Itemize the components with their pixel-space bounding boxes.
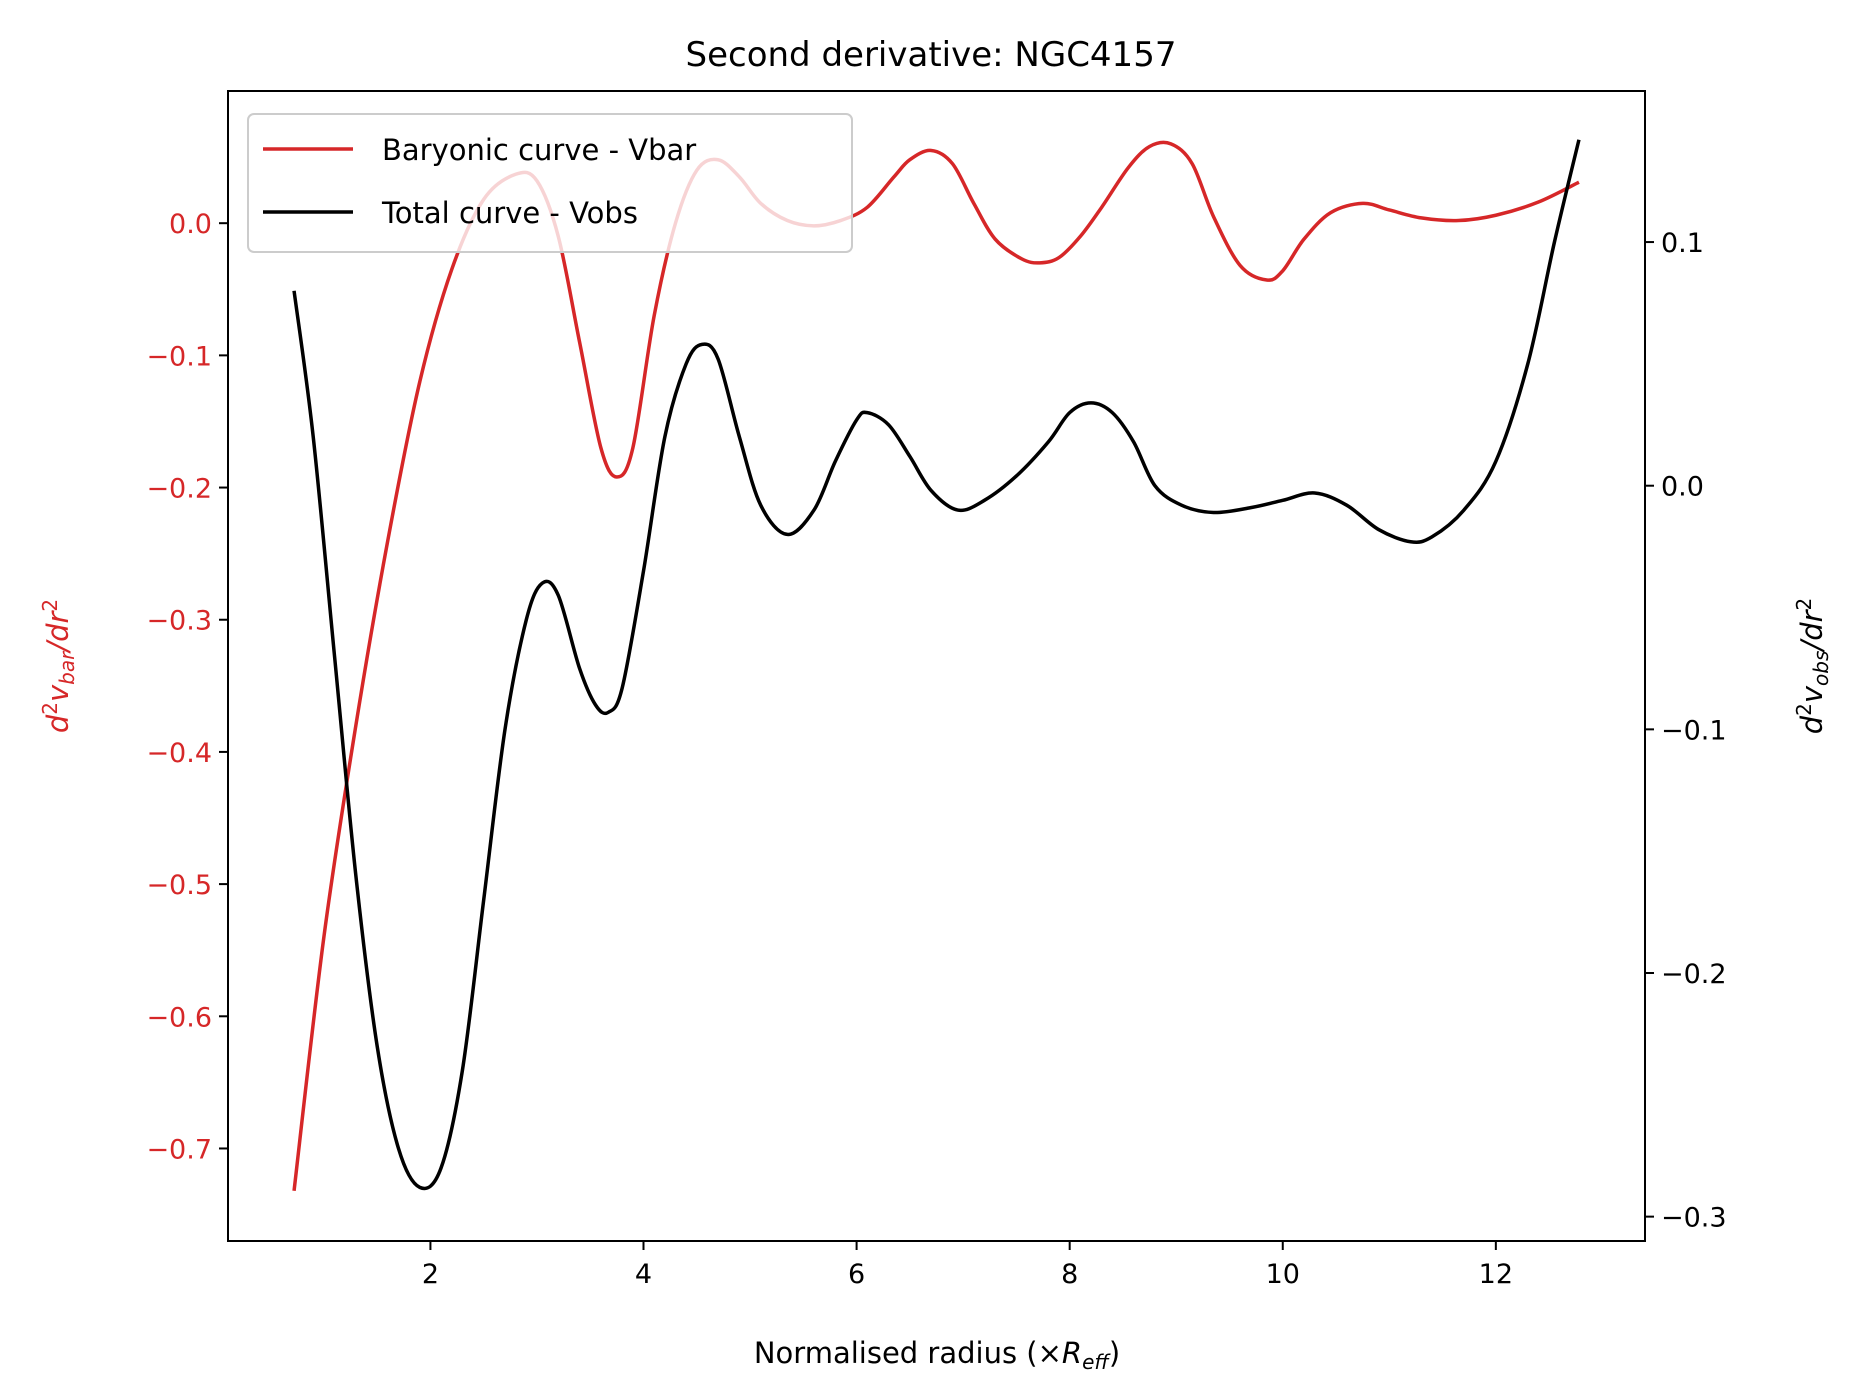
right-y-axis-title-sub: obs — [1809, 651, 1833, 686]
left-y-axis-title-d: d — [41, 714, 75, 733]
x-tick-label: 10 — [1266, 1259, 1300, 1290]
left-y-axis-title-sub: bar — [55, 650, 79, 685]
series-line-vobs — [292, 139, 1581, 1191]
left-y-axis: 0.0 −0.1 −0.2 −0.3 −0.4 −0.5 −0.6 −0.7 — [146, 209, 228, 1165]
x-axis: 2 4 6 8 10 12 — [422, 1241, 1513, 1290]
left-y-tick-label: 0.0 — [169, 209, 212, 240]
right-y-axis-title-d: d — [1795, 715, 1829, 734]
x-tick-label: 8 — [1061, 1259, 1078, 1290]
left-y-tick-label: −0.3 — [146, 606, 212, 637]
right-y-tick-label: −0.2 — [1661, 959, 1727, 990]
x-tick-label: 6 — [848, 1259, 865, 1290]
x-tick-label: 12 — [1479, 1259, 1513, 1290]
left-y-tick-label: −0.6 — [146, 1002, 212, 1033]
x-axis-title-var: R — [1062, 1336, 1082, 1370]
x-tick-label: 4 — [635, 1259, 652, 1290]
right-y-tick-label: −0.3 — [1661, 1203, 1727, 1234]
legend: Baryonic curve - Vbar Total curve - Vobs — [247, 113, 853, 253]
left-y-tick-label: −0.1 — [146, 341, 212, 372]
chart-title: Second derivative: NGC4157 — [686, 35, 1177, 75]
left-y-tick-label: −0.4 — [146, 738, 212, 769]
left-y-tick-label: −0.2 — [146, 474, 212, 505]
legend-box — [247, 113, 853, 253]
x-axis-title-main: Normalised radius (× — [754, 1336, 1062, 1370]
legend-label-vobs: Total curve - Vobs — [381, 196, 638, 230]
x-tick-label: 2 — [422, 1259, 439, 1290]
left-y-axis-title-sup1: 2 — [38, 702, 62, 715]
right-y-axis-title-rest: /dr — [1795, 608, 1829, 653]
right-y-tick-label: −0.1 — [1661, 715, 1727, 746]
right-y-tick-label: 0.0 — [1661, 472, 1704, 503]
legend-label-vbar: Baryonic curve - Vbar — [382, 133, 696, 167]
x-axis-title-close: ) — [1109, 1336, 1120, 1370]
right-y-tick-label: 0.1 — [1661, 228, 1704, 259]
plot-frame — [227, 90, 1646, 1242]
right-y-axis-title-sup1: 2 — [1792, 703, 1816, 716]
right-y-axis-title-sup2: 2 — [1792, 598, 1816, 611]
left-y-tick-label: −0.5 — [146, 870, 212, 901]
left-y-axis-title-rest: /dr — [41, 609, 75, 654]
right-y-axis-title: d2vobs/dr2 — [1792, 598, 1833, 735]
x-axis-title-sub: eff — [1082, 1350, 1111, 1374]
right-y-axis: 0.1 0.0 −0.1 −0.2 −0.3 — [1645, 228, 1727, 1234]
left-y-axis-title-sup2: 2 — [38, 599, 62, 612]
left-y-axis-title-v: v — [41, 684, 75, 702]
x-axis-title: Normalised radius (×Reff) — [754, 1336, 1120, 1374]
left-y-axis-title: d2vbar/dr2 — [38, 599, 79, 733]
right-y-axis-title-v: v — [1795, 685, 1829, 703]
left-y-tick-label: −0.7 — [146, 1134, 212, 1165]
